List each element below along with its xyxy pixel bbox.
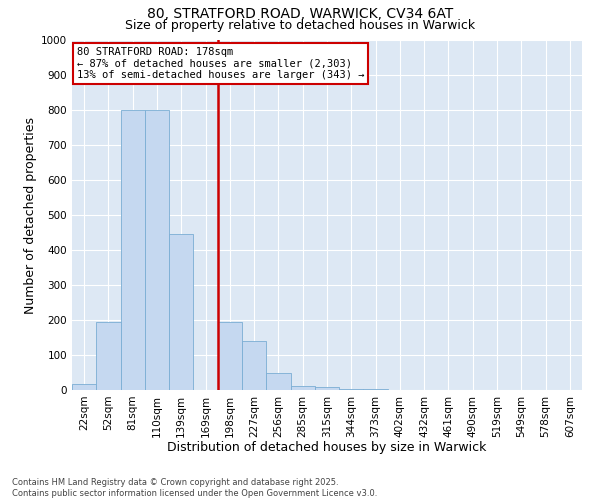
Bar [169,234,193,390]
Bar [315,387,339,390]
Bar [242,341,266,390]
Bar [96,322,121,390]
Y-axis label: Number of detached properties: Number of detached properties [24,116,37,314]
Bar [72,384,96,390]
Text: 80 STRATFORD ROAD: 178sqm
← 87% of detached houses are smaller (2,303)
13% of se: 80 STRATFORD ROAD: 178sqm ← 87% of detac… [77,47,365,80]
Text: Size of property relative to detached houses in Warwick: Size of property relative to detached ho… [125,18,475,32]
X-axis label: Distribution of detached houses by size in Warwick: Distribution of detached houses by size … [167,441,487,454]
Bar [290,386,315,390]
Bar [121,110,145,390]
Text: 80, STRATFORD ROAD, WARWICK, CV34 6AT: 80, STRATFORD ROAD, WARWICK, CV34 6AT [147,8,453,22]
Text: Contains HM Land Registry data © Crown copyright and database right 2025.
Contai: Contains HM Land Registry data © Crown c… [12,478,377,498]
Bar [266,372,290,390]
Bar [339,389,364,390]
Bar [218,322,242,390]
Bar [145,110,169,390]
